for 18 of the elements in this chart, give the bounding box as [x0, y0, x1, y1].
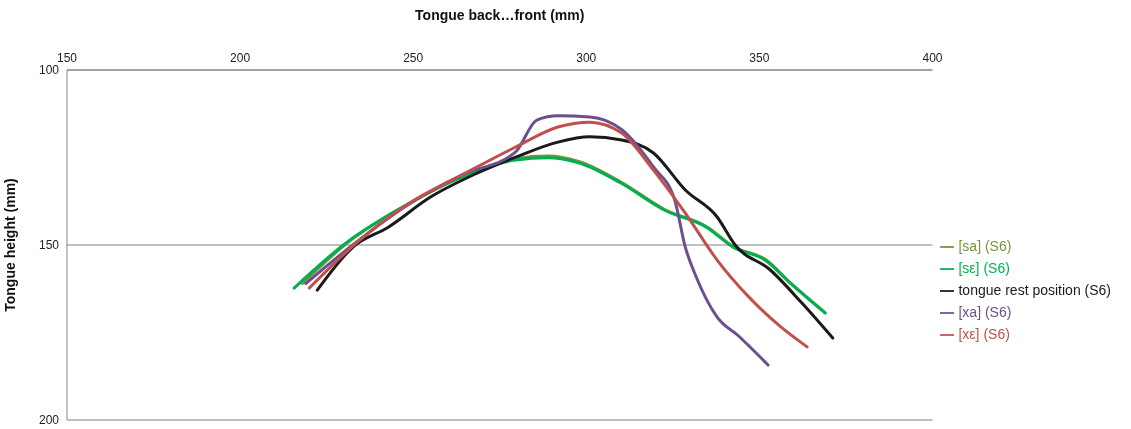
legend-label: tongue rest position (S6)	[958, 281, 1111, 298]
x-tick-label: 200	[230, 51, 251, 65]
x-tick-label: 150	[56, 51, 78, 65]
legend-label: [xε] (S6)	[958, 325, 1010, 342]
y-tick-label: 150	[38, 238, 60, 253]
legend-label: [sa] (S6)	[958, 237, 1012, 254]
y-axis-title: Tongue height (mm)	[1, 178, 18, 312]
x-tick-label: 250	[403, 51, 424, 65]
x-axis-title: Tongue back…front (mm)	[415, 6, 585, 23]
legend-label: [xa] (S6)	[958, 303, 1012, 320]
x-tick-label: 350	[749, 51, 770, 65]
x-tick-label: 400	[922, 51, 943, 65]
y-tick-label: 200	[38, 413, 60, 428]
line-series	[307, 120, 809, 349]
y-tick-label: 100	[38, 63, 60, 78]
line-series	[315, 135, 835, 340]
legend-label: [sε] (S6)	[958, 259, 1010, 276]
x-tick-label: 300	[576, 51, 597, 65]
